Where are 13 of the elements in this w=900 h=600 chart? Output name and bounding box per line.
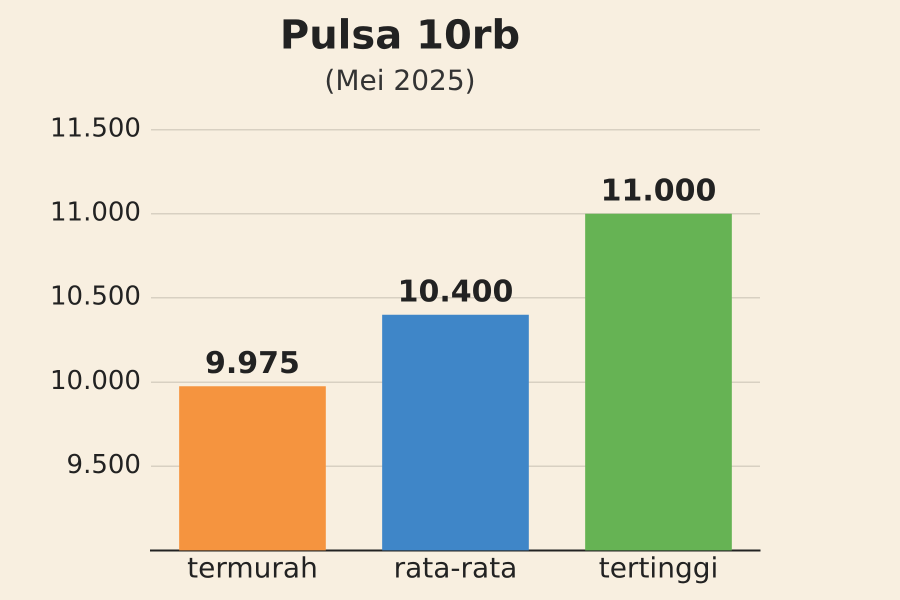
x-tick-label: tertinggi (598, 551, 718, 584)
x-tick-label: rata-rata (394, 551, 518, 584)
x-tick-label: termurah (187, 551, 318, 584)
y-tick-label: 11.000 (50, 198, 141, 228)
data-label: 10.400 (398, 274, 514, 310)
chart-title: Pulsa 10rb (280, 12, 520, 58)
chart-subtitle: (Mei 2025) (324, 64, 476, 98)
y-tick-label: 10.000 (50, 366, 141, 396)
y-tick-label: 9.500 (66, 450, 141, 480)
y-tick-label: 10.500 (50, 282, 141, 312)
y-tick-label: 11.500 (50, 113, 141, 144)
data-label: 9.975 (205, 346, 300, 382)
data-label: 11.000 (600, 174, 716, 209)
